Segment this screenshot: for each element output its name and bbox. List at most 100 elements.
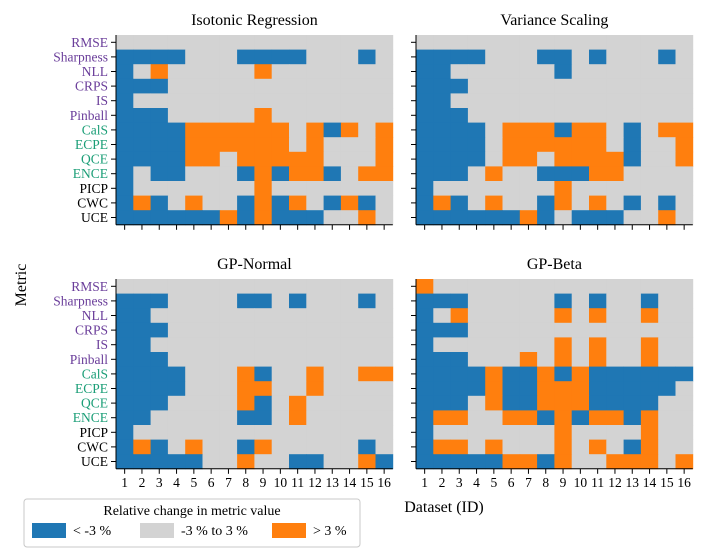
heatmap-cell <box>150 322 169 338</box>
heatmap-cell <box>340 151 359 167</box>
heatmap-cell <box>133 151 151 167</box>
heatmap-cell <box>623 293 642 309</box>
heatmap-cell <box>150 35 169 50</box>
heatmap-cell <box>185 166 203 182</box>
heatmap-cell <box>450 439 469 455</box>
heatmap-cell <box>589 49 607 65</box>
heatmap-cell <box>375 381 394 397</box>
heatmap-cell <box>202 439 221 455</box>
heatmap-cell <box>289 454 307 470</box>
heatmap-cell <box>623 122 642 138</box>
heatmap-cell <box>237 425 255 440</box>
heatmap-cell <box>167 337 186 353</box>
heatmap-cell <box>606 410 624 426</box>
heatmap-cell <box>640 151 659 167</box>
heatmap-cell <box>150 308 169 324</box>
y-tick-label: RMSE <box>71 279 108 294</box>
heatmap-cell <box>254 122 273 138</box>
heatmap-cell <box>375 93 394 109</box>
heatmap-cell <box>237 195 255 211</box>
heatmap-cell <box>640 454 659 470</box>
heatmap-cell <box>623 425 642 440</box>
heatmap-cell <box>289 337 307 353</box>
heatmap-cell <box>606 166 624 182</box>
heatmap-cell <box>589 337 607 353</box>
heatmap-cell <box>416 35 434 50</box>
x-tick-label: 6 <box>208 475 215 490</box>
heatmap-cell <box>133 35 151 50</box>
heatmap-cell <box>450 195 469 211</box>
heatmap-cell <box>116 210 134 226</box>
heatmap-panel: GP-Normal RMSESharpnessNLLCRPSISPinballCa… <box>53 256 394 490</box>
heatmap-cell <box>133 381 151 397</box>
heatmap-cell <box>167 395 186 411</box>
heatmap-cell <box>340 381 359 397</box>
heatmap-cell <box>202 395 221 411</box>
heatmap-cell <box>658 337 676 353</box>
heatmap-cell <box>485 166 503 182</box>
heatmap-cell <box>133 122 151 138</box>
heatmap-cell <box>589 279 607 294</box>
heatmap-cell <box>450 279 469 294</box>
heatmap-cell <box>571 454 590 470</box>
heatmap-cell <box>623 166 642 182</box>
heatmap-cell <box>450 454 469 470</box>
heatmap-cell <box>167 454 186 470</box>
heatmap-cell <box>271 108 290 123</box>
heatmap-cell <box>254 151 273 167</box>
heatmap-cell <box>519 64 538 80</box>
heatmap-cell <box>167 308 186 324</box>
heatmap-cell <box>185 293 203 309</box>
heatmap-cell <box>485 279 503 294</box>
heatmap-cell <box>537 122 555 138</box>
heatmap-cell <box>467 64 486 80</box>
heatmap-cell <box>271 395 290 411</box>
heatmap-cell <box>571 293 590 309</box>
heatmap-cell <box>358 64 376 80</box>
heatmap-cell <box>185 151 203 167</box>
heatmap-cell <box>150 122 169 138</box>
heatmap-cell <box>640 210 659 226</box>
heatmap-cell <box>375 78 394 94</box>
heatmap-cell <box>519 352 538 367</box>
heatmap-cell <box>219 454 238 470</box>
heatmap-cell <box>271 78 290 94</box>
heatmap-cell <box>433 352 451 367</box>
heatmap-cell <box>254 395 273 411</box>
heatmap-cell <box>167 181 186 196</box>
heatmap-cell <box>589 137 607 153</box>
heatmap-cell <box>219 322 238 338</box>
heatmap-cell <box>358 49 376 65</box>
heatmap-cell <box>375 279 394 294</box>
heatmap-cell <box>571 151 590 167</box>
heatmap-cell <box>219 337 238 353</box>
heatmap-cell <box>571 279 590 294</box>
heatmap-cell <box>416 381 434 397</box>
heatmap-cell <box>323 64 342 80</box>
heatmap-cell <box>271 195 290 211</box>
heatmap-cell <box>502 166 521 182</box>
heatmap-cell <box>133 454 151 470</box>
x-tick-label: 1 <box>421 475 428 490</box>
heatmap-cell <box>675 454 694 470</box>
heatmap-cell <box>502 308 521 324</box>
heatmap-cell <box>323 166 342 182</box>
heatmap-cell <box>537 381 555 397</box>
heatmap-cell <box>289 439 307 455</box>
heatmap-cell <box>375 352 394 367</box>
heatmap-cell <box>237 279 255 294</box>
heatmap-cell <box>116 78 134 94</box>
heatmap-cell <box>433 366 451 382</box>
heatmap-cell <box>606 35 624 50</box>
heatmap-cell <box>467 49 486 65</box>
heatmap-cell <box>675 93 694 109</box>
heatmap-cell <box>254 64 273 80</box>
x-tick-label: 1 <box>121 475 128 490</box>
legend-label-below: < -3 % <box>73 524 112 539</box>
heatmap-cell <box>150 64 169 80</box>
heatmap-cell <box>375 425 394 440</box>
heatmap-cell <box>271 352 290 367</box>
heatmap-cell <box>358 322 376 338</box>
heatmap-cell <box>485 137 503 153</box>
heatmap-cell <box>271 210 290 226</box>
